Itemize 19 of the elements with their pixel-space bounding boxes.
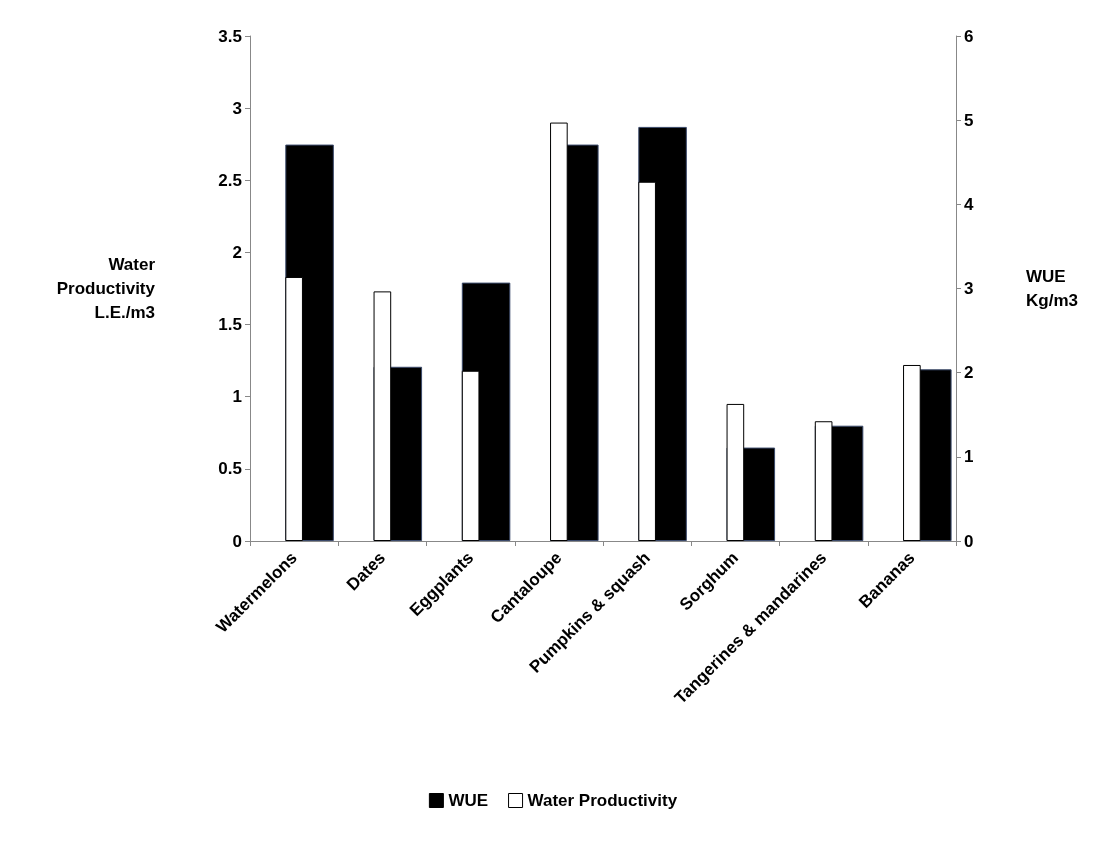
legend-label: Water Productivity xyxy=(527,791,678,810)
y-tick-label: 0.5 xyxy=(218,459,242,479)
y2-tick-label: 3 xyxy=(964,279,974,298)
legend-label: WUE xyxy=(448,791,489,810)
y2-tick-label: 4 xyxy=(964,194,974,214)
y2-axis-title: WUE Kg/m3 xyxy=(1026,267,1078,310)
y-tick-label: 1.5 xyxy=(218,315,242,335)
y-tick-label: 3.5 xyxy=(218,26,242,46)
y-tick-label: 2 xyxy=(232,242,242,262)
y2-tick-label: 6 xyxy=(964,26,974,46)
y2-tick-label: 5 xyxy=(964,110,974,130)
y-tick-label: 1 xyxy=(232,387,242,407)
y2-tick-label: 1 xyxy=(964,447,974,467)
y2-tick-label: 0 xyxy=(964,531,974,551)
y-tick-label: 0 xyxy=(232,531,242,551)
y-tick-label: 2.5 xyxy=(218,170,242,190)
y-tick-label: 3 xyxy=(232,98,242,118)
y2-tick-label: 2 xyxy=(964,363,974,383)
y-axis-title: Water Productivity L.E./m3 xyxy=(56,255,156,322)
